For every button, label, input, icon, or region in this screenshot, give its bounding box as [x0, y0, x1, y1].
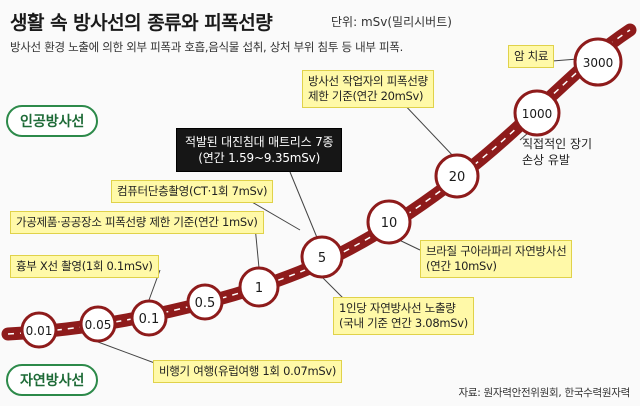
- dose-node: 10: [366, 199, 412, 245]
- dose-node-value: 3000: [583, 56, 614, 70]
- dose-node: 20: [434, 153, 480, 199]
- label-worker-limit-line1: 방사선 작업자의 피폭선량: [308, 74, 428, 88]
- dose-node-value: 1000: [522, 107, 553, 121]
- category-artificial: 인공방사선: [6, 105, 99, 137]
- dose-node: 0.5: [186, 283, 224, 321]
- unit-note: 단위: mSv(밀리시버트): [331, 15, 452, 29]
- label-ct-scan: 컴퓨터단층촬영(CT·1회 7mSv): [111, 180, 274, 203]
- dose-node: 3000: [573, 37, 623, 87]
- dose-node-circle: [366, 199, 412, 245]
- dose-node-value: 0.1: [139, 312, 160, 327]
- label-bed-mattress: 적발된 대진침대 매트리스 7종 (연간 1.59~9.35mSv): [176, 128, 343, 172]
- dose-node-value: 20: [449, 170, 466, 185]
- dose-node-circle: [300, 235, 344, 279]
- dose-node: 0.1: [130, 299, 168, 337]
- label-organ-damage-line2: 손상 유발: [522, 153, 570, 167]
- leader-line: [289, 171, 319, 241]
- dose-node: 0.01: [20, 311, 58, 349]
- label-per-person-natural-line2: (국내 기준 연간 3.08mSv): [339, 316, 468, 330]
- dose-node: 5: [300, 235, 344, 279]
- leader-line: [97, 341, 161, 366]
- label-bed-mattress-line2: (연간 1.59~9.35mSv): [198, 151, 321, 165]
- dose-node-circle: [79, 305, 117, 343]
- dose-node-value: 5: [318, 251, 326, 266]
- dose-node-value: 0.05: [85, 318, 112, 332]
- dose-node: 0.05: [79, 305, 117, 343]
- dose-node-value: 1: [255, 281, 263, 296]
- dose-node-value: 0.5: [195, 296, 216, 311]
- label-organ-damage-line1: 직접적인 장기: [522, 137, 593, 151]
- label-product-limit: 가공제품·공공장소 피폭선량 제한 기준(연간 1mSv): [10, 211, 264, 234]
- label-chest-xray: 흉부 X선 촬영(1회 0.1mSv): [10, 255, 159, 278]
- infographic-title: 생활 속 방사선의 종류와 피폭선량: [10, 12, 273, 34]
- subtitle: 방사선 환경 노출에 의한 외부 피폭과 호흡,음식물 섭취, 상처 부위 침투…: [10, 40, 403, 54]
- label-brazil-natural: 브라질 구아라파리 자연방사선 (연간 10mSv): [420, 240, 573, 278]
- dose-node-circle: [130, 299, 168, 337]
- label-organ-damage: 직접적인 장기 손상 유발: [522, 136, 592, 168]
- label-worker-limit: 방사선 작업자의 피폭선량 제한 기준(연간 20mSv): [302, 70, 434, 108]
- leader-line: [319, 274, 346, 301]
- dose-node: 1000: [513, 89, 561, 137]
- source-note: 자료: 원자력안전위원회, 한국수력원자력: [458, 387, 631, 399]
- dose-node-circle: [434, 153, 480, 199]
- dose-node-circle: [20, 311, 58, 349]
- dose-node-value: 0.01: [26, 324, 53, 338]
- leader-line: [399, 99, 456, 159]
- dose-node: 1: [238, 266, 280, 308]
- category-natural: 자연방사선: [6, 364, 99, 396]
- label-bed-mattress-line1: 적발된 대진침대 매트리스 7종: [185, 135, 334, 149]
- label-per-person-natural: 1인당 자연방사선 노출량 (국내 기준 연간 3.08mSv): [333, 297, 474, 335]
- dose-node-value: 10: [381, 216, 398, 231]
- dose-node-circle: [513, 89, 561, 137]
- dose-node-circle: [186, 283, 224, 321]
- dose-node-circle: [573, 37, 623, 87]
- label-flight: 비행기 여행(유럽여행 1회 0.07mSv): [153, 360, 343, 383]
- label-cancer-treatment: 암 치료: [508, 45, 555, 68]
- label-brazil-natural-line1: 브라질 구아라파리 자연방사선: [426, 244, 567, 258]
- dose-node-circle: [238, 266, 280, 308]
- dose-nodes: 0.01 0.05 0.1 0.5 1 5 10 20 1000 3000: [20, 37, 623, 349]
- label-worker-limit-line2: 제한 기준(연간 20mSv): [308, 89, 424, 103]
- label-per-person-natural-line1: 1인당 자연방사선 노출량: [339, 301, 456, 315]
- label-brazil-natural-line2: (연간 10mSv): [426, 259, 497, 273]
